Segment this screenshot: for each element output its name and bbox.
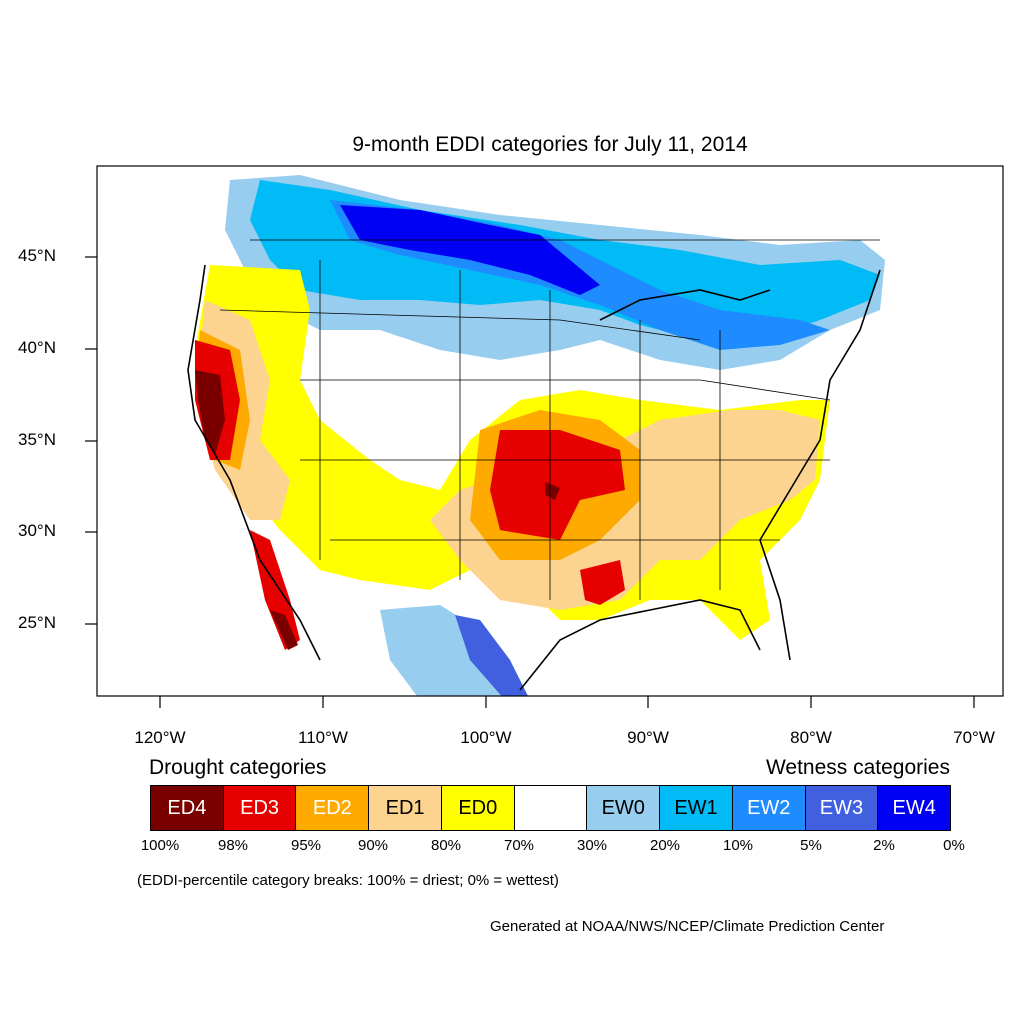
break-label: 2% [873, 837, 895, 854]
map-frame-border [96, 165, 1004, 697]
region-ed3 [195, 340, 625, 650]
region-ew3-south [455, 615, 528, 696]
state-borders [219, 239, 880, 600]
legend-cell-ed1: ED1 [369, 786, 442, 830]
break-label: 95% [290, 837, 322, 854]
lon-label-70: 70°W [953, 728, 995, 747]
lon-label-110: 110°W [298, 728, 348, 747]
legend-cell-ed3: ED3 [223, 786, 297, 830]
break-label: 30% [576, 837, 608, 854]
break-label: 5% [800, 837, 822, 854]
drought-heading: Drought categories [149, 756, 327, 779]
break-label: 98% [217, 837, 249, 854]
map-title: 9-month EDDI categories for July 11, 201… [352, 133, 748, 156]
legend-cell-ed4: ED4 [151, 786, 224, 830]
region-ed1 [195, 300, 820, 610]
break-label: 100% [140, 837, 180, 854]
break-label: 20% [649, 837, 681, 854]
axis-ticks [85, 256, 975, 708]
lat-label-30: 30°N [18, 521, 56, 540]
break-label: 80% [430, 837, 462, 854]
lon-label-80: 80°W [790, 728, 832, 747]
category-note: (EDDI-percentile category breaks: 100% =… [137, 872, 559, 889]
lat-label-35: 35°N [18, 430, 56, 449]
wetness-heading: Wetness categories [765, 756, 950, 779]
credit-line: Generated at NOAA/NWS/NCEP/Climate Predi… [490, 918, 885, 935]
region-ew4-north [340, 205, 600, 295]
coastlines [187, 264, 881, 691]
legend-cell-neutral [514, 786, 588, 830]
break-label: 0% [943, 837, 965, 854]
legend-cell-ed2: ED2 [296, 786, 370, 830]
legend-cell-ew4: EW4 [878, 786, 951, 830]
legend-cell-ed0: ED0 [441, 786, 515, 830]
lat-label-45: 45°N [18, 246, 56, 265]
legend-cell-ew3: EW3 [805, 786, 879, 830]
lat-label-25: 25°N [18, 613, 56, 632]
break-label: 70% [503, 837, 535, 854]
map-fill-layer [188, 175, 890, 696]
break-label: 10% [722, 837, 754, 854]
lon-label-100: 100°W [460, 728, 512, 747]
legend-cell-ew0: EW0 [587, 786, 661, 830]
legend-cell-ew1: EW1 [660, 786, 733, 830]
lat-label-40: 40°N [18, 338, 56, 357]
lon-label-90: 90°W [627, 728, 669, 747]
break-label: 90% [357, 837, 389, 854]
legend-cell-ew2: EW2 [732, 786, 806, 830]
lon-label-120: 120°W [134, 728, 186, 747]
legend-bar: ED4 ED3 ED2 ED1 ED0 EW0 EW1 EW2 EW3 EW4 [150, 785, 951, 831]
